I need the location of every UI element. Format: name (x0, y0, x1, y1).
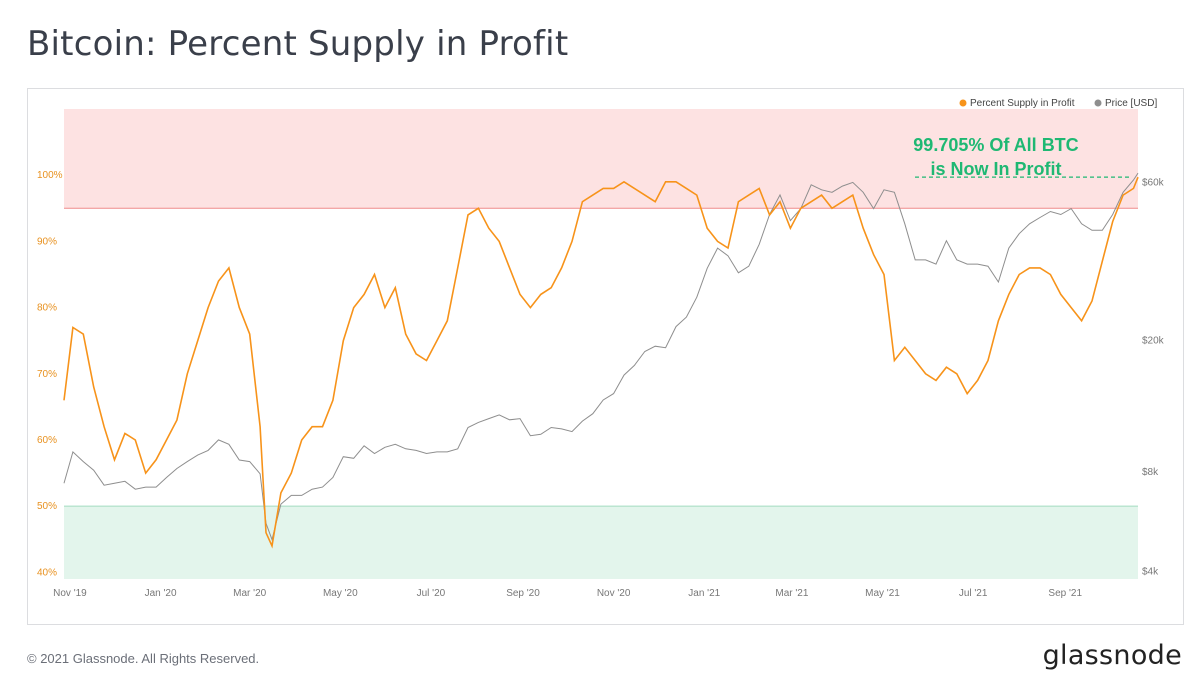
y-left-tick-label: 70% (37, 369, 57, 380)
y-left-tick-label: 50% (37, 501, 57, 512)
chart-card: Nov '19 Jan '20 Mar '20 May '20 Jul '20 Sep '… (27, 88, 1184, 625)
x-tick-label: May '20 (323, 588, 358, 599)
x-tick-label: Nov '20 (597, 588, 631, 599)
annotation-text-line1: 99.705% Of All BTC (913, 135, 1078, 155)
y-left-tick-label: 60% (37, 435, 57, 446)
x-tick-label: Sep '20 (506, 588, 540, 599)
x-tick-label: Jul '20 (417, 588, 446, 599)
legend-label-price[interactable]: Price [USD] (1105, 98, 1157, 109)
legend-marker-price (1094, 99, 1102, 107)
legend: Percent Supply in Profit Price [USD] (959, 98, 1157, 109)
page-title: Bitcoin: Percent Supply in Profit (27, 24, 569, 64)
x-tick-label: Jan '20 (145, 588, 177, 599)
upper-band (64, 109, 1138, 209)
y-right-tick-label: $20k (1142, 335, 1165, 346)
x-tick-label: Jan '21 (688, 588, 720, 599)
x-tick-label: May '21 (865, 588, 900, 599)
copyright-text: © 2021 Glassnode. All Rights Reserved. (27, 651, 260, 666)
legend-label-supply[interactable]: Percent Supply in Profit (970, 98, 1075, 109)
supply-in-profit-chart: Nov '19 Jan '20 Mar '20 May '20 Jul '20 Sep '… (37, 98, 1165, 599)
x-tick-label: Jul '21 (959, 588, 988, 599)
x-axis-ticks: Nov '19 Jan '20 Mar '20 May '20 Jul '20 Sep '… (53, 588, 1082, 599)
y-axis-right-ticks: $4k $8k $20k $60k (1142, 177, 1165, 577)
legend-marker-supply (959, 99, 967, 107)
x-tick-label: Mar '21 (775, 588, 808, 599)
supply-series-line (63, 176, 1139, 549)
y-right-tick-label: $60k (1142, 177, 1165, 188)
x-tick-label: Mar '20 (233, 588, 266, 599)
y-left-tick-label: 80% (37, 303, 57, 314)
x-tick-label: Nov '19 (53, 588, 87, 599)
glassnode-logo[interactable]: glassnode (1042, 640, 1182, 671)
y-left-tick-label: 100% (37, 170, 63, 181)
y-axis-left-ticks: 40% 50% 60% 70% 80% 90% 100% (37, 170, 63, 578)
annotation-text-line2: is Now In Profit (930, 159, 1061, 179)
y-left-tick-label: 40% (37, 567, 57, 578)
y-left-tick-label: 90% (37, 236, 57, 247)
x-tick-label: Sep '21 (1048, 588, 1082, 599)
y-right-tick-label: $4k (1142, 567, 1159, 578)
y-right-tick-label: $8k (1142, 467, 1159, 478)
lower-band (64, 506, 1138, 579)
price-series-line (63, 172, 1139, 542)
